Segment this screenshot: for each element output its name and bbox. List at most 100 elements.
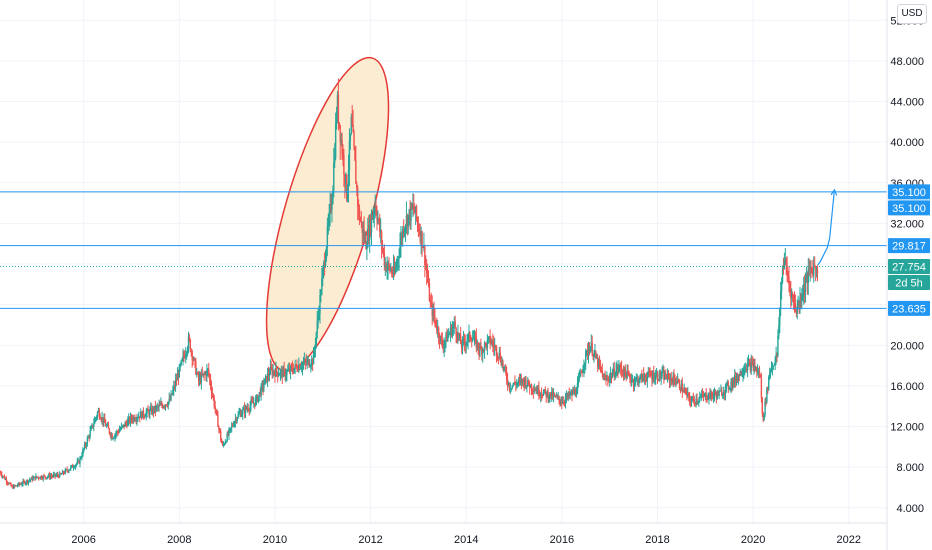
candle-body (804, 281, 807, 293)
candle-body (409, 209, 411, 221)
candle-body (405, 215, 408, 226)
candle-body (147, 409, 149, 412)
candle-body (204, 373, 206, 375)
candle-body (240, 412, 242, 417)
candle-body (816, 269, 819, 274)
candle-body (709, 393, 711, 399)
candle-body (498, 352, 501, 358)
candle-body (754, 365, 756, 371)
candle-body (231, 425, 233, 428)
candle-body (365, 237, 367, 250)
candle-body (276, 367, 278, 373)
candle-body (388, 262, 390, 267)
target-price-label-bg (888, 200, 930, 216)
candle-body (198, 377, 201, 381)
candle-body (168, 398, 170, 402)
candle-body (807, 268, 809, 284)
candle-body (449, 327, 452, 334)
candle-body (86, 438, 89, 445)
candle-body (586, 350, 589, 356)
candle-body (566, 394, 569, 397)
candle-body (256, 395, 259, 402)
candle-body (779, 290, 782, 309)
candle-body (63, 473, 66, 475)
candle-body (266, 373, 269, 382)
candle-body (19, 484, 21, 486)
candle-body (533, 390, 535, 392)
candle-body (801, 297, 803, 302)
candle-body (666, 373, 669, 380)
candle-body (157, 406, 159, 408)
candle-body (654, 375, 657, 380)
candle-body (165, 404, 168, 406)
candle-body (774, 358, 776, 365)
candle-body (741, 374, 743, 376)
candle-body (363, 229, 365, 240)
candle-body (585, 350, 588, 352)
candle-body (419, 232, 421, 242)
candle-body (425, 265, 427, 267)
candle-body (646, 375, 649, 381)
candle-body (352, 125, 354, 133)
candle-body (277, 374, 280, 377)
candle-body (372, 214, 375, 220)
candle-body (433, 309, 435, 317)
candle-body (444, 340, 446, 344)
candle-body (137, 417, 139, 419)
candle-body (800, 296, 802, 302)
candle-body (203, 373, 205, 375)
candle-body (734, 375, 736, 383)
y-tick-label: 44.000 (890, 97, 924, 109)
candle-body (757, 371, 760, 373)
candle-body (25, 482, 27, 484)
candle-body (346, 186, 349, 200)
candle-body (771, 365, 774, 370)
candle-body (588, 350, 591, 353)
candle-body (182, 355, 184, 359)
candle-body (503, 367, 505, 369)
candle-body (622, 372, 625, 376)
candle-body (318, 313, 320, 316)
candle-body (468, 332, 470, 336)
candle-body (185, 352, 188, 355)
candle-body (508, 382, 511, 390)
candle-body (507, 382, 510, 385)
candle-body (322, 262, 325, 270)
candle-body (176, 374, 179, 381)
candle-body (627, 370, 629, 374)
candle-body (728, 388, 730, 390)
candle-body (684, 390, 686, 392)
candle-body (125, 423, 127, 425)
candle-body (786, 266, 788, 275)
candle-body (79, 458, 81, 464)
candle-body (192, 359, 194, 361)
candle-body (211, 392, 214, 395)
candle-body (279, 371, 282, 375)
candle-body (456, 335, 458, 339)
candle-body (336, 94, 339, 118)
candle-body (416, 218, 419, 223)
candle-body (628, 373, 630, 375)
candle-body (781, 268, 784, 282)
candle-body (178, 365, 181, 378)
currency-button[interactable]: USD (897, 4, 927, 24)
candle-body (407, 215, 409, 227)
candle-body (75, 463, 78, 466)
candle-body (527, 379, 529, 386)
candle-body (59, 473, 61, 478)
candle-body (674, 379, 676, 384)
candle-body (242, 407, 245, 410)
candle-body (106, 425, 109, 427)
candle-body (791, 293, 793, 299)
candle-body (783, 260, 786, 269)
candle-body (81, 456, 83, 458)
x-tick-label: 2008 (167, 534, 191, 546)
candle-body (245, 406, 248, 409)
candle-body (193, 358, 195, 360)
candle-body (747, 362, 750, 364)
candle-body (261, 384, 263, 386)
candle-body (539, 395, 541, 397)
candle-body (802, 294, 804, 298)
candle-body (532, 390, 535, 392)
